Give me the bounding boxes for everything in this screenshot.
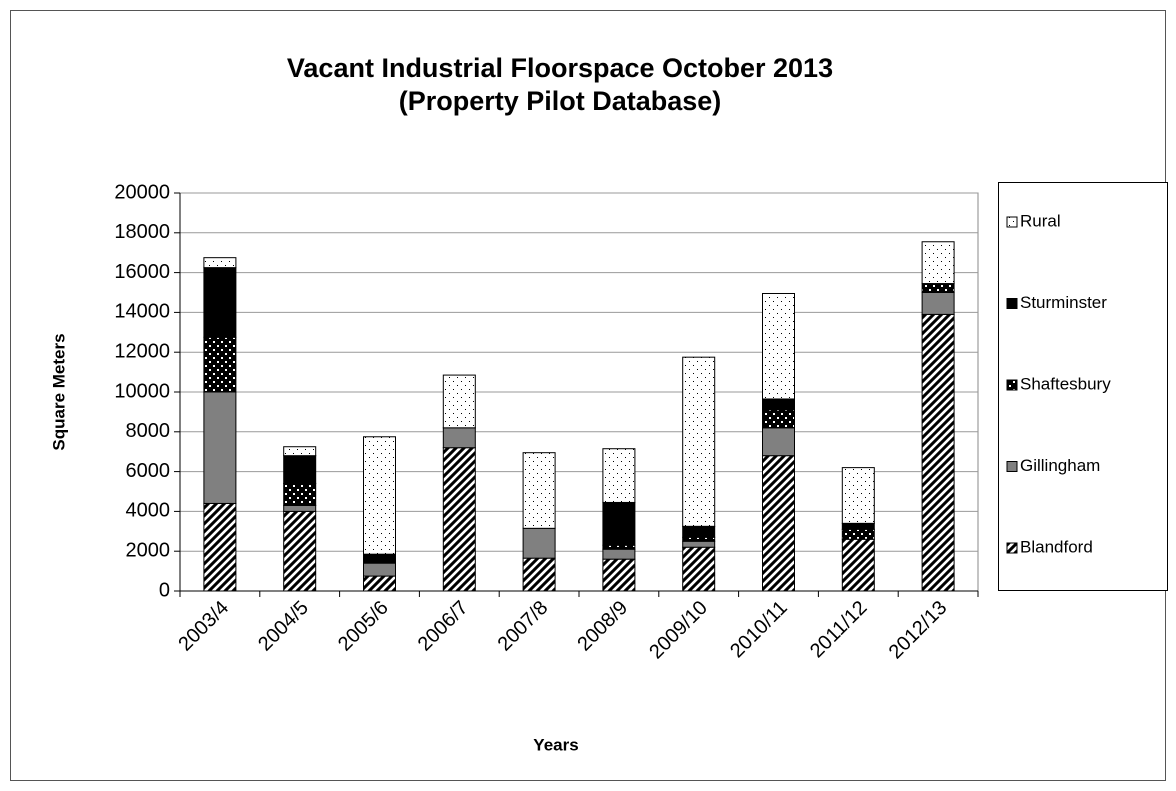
bar-segment xyxy=(522,557,556,592)
y-tick-label: 4000 xyxy=(126,500,171,522)
bar-segment xyxy=(203,391,237,504)
bar-segment xyxy=(363,553,396,564)
chart-title: Vacant Industrial Floorspace October 201… xyxy=(287,53,833,83)
bar-segment xyxy=(602,448,636,503)
bar-segment xyxy=(682,540,716,548)
bar-segment xyxy=(522,527,556,559)
y-tick-label: 10000 xyxy=(114,380,170,402)
bar-segment xyxy=(921,283,955,294)
y-tick-label: 20000 xyxy=(114,181,170,203)
bar-segment xyxy=(841,538,875,592)
bar-segment xyxy=(283,483,317,506)
bar-segment xyxy=(522,452,556,529)
bar-segment xyxy=(363,562,396,577)
bar-segment xyxy=(283,446,317,457)
bar-segment xyxy=(363,436,396,555)
bar-segment xyxy=(363,575,396,592)
y-tick-label: 12000 xyxy=(114,340,170,362)
bar-segment xyxy=(762,292,795,400)
bar-segment xyxy=(442,447,476,592)
bar-segment xyxy=(682,546,716,592)
legend-label: Sturminster xyxy=(1020,293,1107,312)
bar-segment xyxy=(283,455,317,485)
bar-segment xyxy=(682,536,716,542)
bar-segment xyxy=(203,267,237,338)
legend-label: Gillingham xyxy=(1020,456,1100,475)
bar-segment xyxy=(682,525,716,538)
bar-segment xyxy=(602,548,636,560)
bar-segment xyxy=(602,558,636,592)
legend-swatch xyxy=(1006,379,1018,391)
chart-title: (Property Pilot Database) xyxy=(399,86,722,116)
legend-label: Blandford xyxy=(1020,537,1093,556)
bar-segment xyxy=(203,502,237,592)
bar-segment xyxy=(203,336,237,393)
y-tick-label: 2000 xyxy=(126,539,171,561)
bar-segment xyxy=(841,522,875,530)
y-axis-label: Square Meters xyxy=(49,333,68,450)
bar-segment xyxy=(762,398,795,411)
bar-segment xyxy=(442,374,476,429)
bar-segment xyxy=(602,501,636,546)
bar-segment xyxy=(283,504,317,512)
legend-label: Shaftesbury xyxy=(1020,374,1111,393)
bar-segment xyxy=(921,313,955,592)
bar-segment xyxy=(682,356,716,527)
bar-segment xyxy=(602,544,636,550)
y-tick-label: 18000 xyxy=(114,221,170,243)
bar-segment xyxy=(841,528,875,540)
legend-label: Rural xyxy=(1020,211,1061,230)
legend-box xyxy=(998,182,1168,591)
legend-swatch xyxy=(1006,461,1018,472)
legend-swatch xyxy=(1006,298,1018,309)
bar-segment xyxy=(841,467,875,524)
bar-segment xyxy=(921,241,955,285)
y-tick-label: 8000 xyxy=(126,420,171,442)
bar-segment xyxy=(203,257,237,269)
y-tick-label: 6000 xyxy=(126,460,171,482)
y-tick-label: 14000 xyxy=(114,301,170,323)
bar-segment xyxy=(762,409,795,429)
y-tick-label: 0 xyxy=(159,579,170,601)
y-tick-label: 16000 xyxy=(114,261,170,283)
bar-segment xyxy=(762,455,795,592)
bar-segment xyxy=(283,510,317,592)
x-axis-label: Years xyxy=(533,735,578,754)
legend-swatch xyxy=(1006,542,1018,554)
bar-segment xyxy=(762,427,795,457)
bar-segment xyxy=(442,427,476,449)
bar-segment xyxy=(921,292,955,315)
legend-swatch xyxy=(1006,216,1018,228)
